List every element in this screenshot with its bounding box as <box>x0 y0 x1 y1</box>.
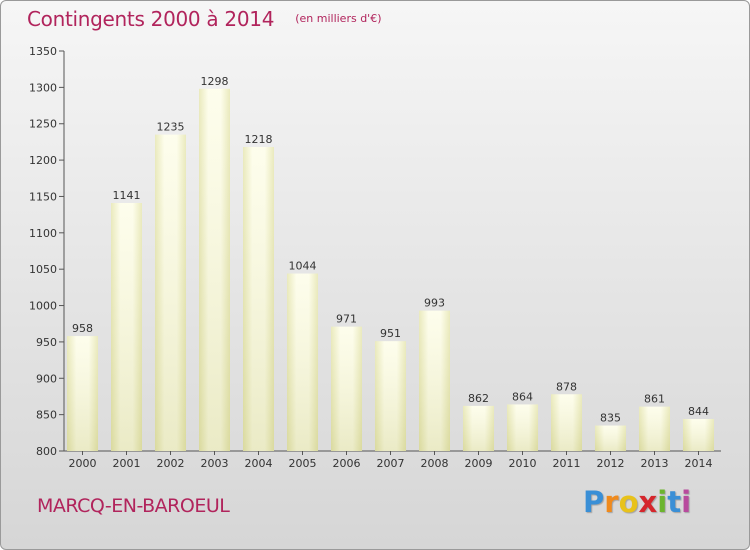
x-tick-label: 2010 <box>509 457 537 470</box>
y-tick-label: 1250 <box>29 118 57 131</box>
y-tick-label: 950 <box>36 336 57 349</box>
bar-shade <box>639 406 670 451</box>
y-tick-label: 1050 <box>29 263 57 276</box>
data-label: 1235 <box>157 121 185 134</box>
bar-shade <box>331 326 362 451</box>
bar-shade <box>507 404 538 451</box>
logo-letter: o <box>618 485 639 519</box>
data-label: 971 <box>336 313 357 326</box>
data-label: 1218 <box>245 133 273 146</box>
y-tick-label: 1200 <box>29 154 57 167</box>
data-label: 878 <box>556 380 577 393</box>
y-tick-label: 1300 <box>29 81 57 94</box>
bar-shade <box>155 134 186 452</box>
x-tick-label: 2003 <box>201 457 229 470</box>
y-tick-label: 1350 <box>29 45 57 58</box>
x-tick-label: 2012 <box>597 457 625 470</box>
y-tick-label: 1000 <box>29 300 57 313</box>
data-label: 862 <box>468 392 489 405</box>
x-tick-label: 2008 <box>421 457 449 470</box>
y-tick-label: 1100 <box>29 227 57 240</box>
x-tick-label: 2002 <box>157 457 185 470</box>
y-tick-label: 900 <box>36 372 57 385</box>
x-tick-label: 2009 <box>465 457 493 470</box>
bar-shade <box>683 419 714 451</box>
logo-letter: i <box>657 485 668 519</box>
bar-shade <box>595 425 626 451</box>
data-label: 993 <box>424 297 445 310</box>
bar-shade <box>111 203 142 451</box>
logo-letter: i <box>681 485 692 519</box>
x-tick-label: 2005 <box>289 457 317 470</box>
data-label: 864 <box>512 390 533 403</box>
logo-letter: t <box>667 485 682 519</box>
y-tick-label: 1150 <box>29 190 57 203</box>
data-label: 861 <box>644 393 665 406</box>
y-tick-label: 850 <box>36 409 57 422</box>
x-tick-label: 2014 <box>685 457 713 470</box>
data-label: 1298 <box>201 75 229 88</box>
y-tick-label: 800 <box>36 445 57 458</box>
bar-shade <box>243 147 274 451</box>
data-label: 835 <box>600 412 621 425</box>
data-label: 1044 <box>289 260 317 273</box>
title-unit: (en milliers d'€) <box>295 12 382 25</box>
bar-shade <box>419 310 450 451</box>
x-tick-label: 2004 <box>245 457 273 470</box>
bar-shade <box>375 341 406 451</box>
title-main: Contingents 2000 à 2014 <box>27 7 275 31</box>
data-label: 951 <box>380 327 401 340</box>
bar-shade <box>67 336 98 451</box>
bar-shade <box>199 88 230 452</box>
bar-shade <box>551 394 582 451</box>
x-tick-label: 2006 <box>333 457 361 470</box>
data-label: 844 <box>688 405 709 418</box>
logo-letter: r <box>604 485 619 519</box>
x-tick-label: 2001 <box>113 457 141 470</box>
data-label: 1141 <box>113 189 141 202</box>
x-tick-label: 2013 <box>641 457 669 470</box>
data-label: 958 <box>72 322 93 335</box>
x-tick-label: 2000 <box>69 457 97 470</box>
x-tick-label: 2007 <box>377 457 405 470</box>
chart-title: Contingents 2000 à 2014 (en milliers d'€… <box>27 7 382 31</box>
x-tick-label: 2011 <box>553 457 581 470</box>
logo-letter: x <box>638 485 658 519</box>
commune-name: MARCQ-EN-BAROEUL <box>37 495 230 517</box>
bar-shade <box>463 405 494 451</box>
proxiti-logo: Proxiti <box>583 485 691 519</box>
bar-shade <box>287 273 318 451</box>
logo-letter: P <box>583 485 605 519</box>
